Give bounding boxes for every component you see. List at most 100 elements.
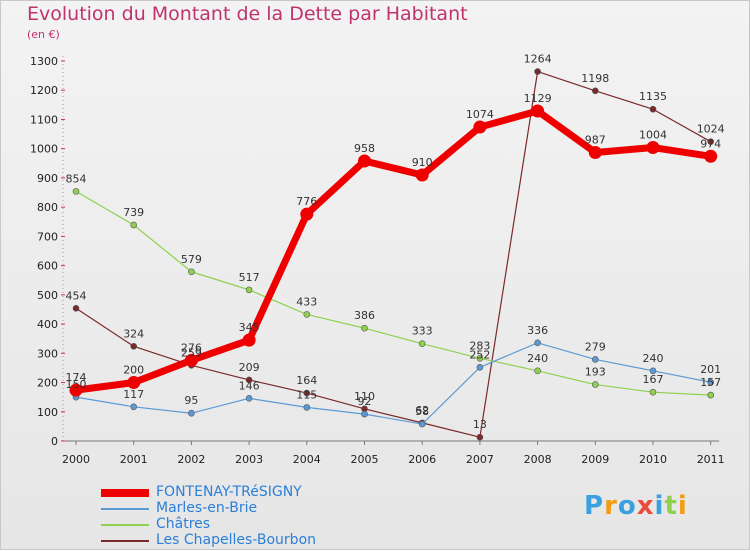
- series-line-1: [75, 342, 712, 425]
- data-label: 336: [527, 324, 548, 337]
- data-point: [358, 154, 371, 168]
- y-tick-label: 500: [37, 289, 58, 302]
- data-label: 1135: [639, 90, 667, 103]
- data-label: 1198: [581, 72, 609, 85]
- data-label: 1024: [697, 123, 725, 136]
- data-point: [130, 342, 137, 350]
- data-point: [707, 391, 715, 399]
- data-label: 854: [66, 172, 87, 185]
- data-point: [476, 433, 484, 441]
- data-label: 517: [239, 271, 260, 284]
- data-label: 209: [239, 361, 260, 374]
- data-point: [130, 221, 137, 229]
- data-point: [591, 356, 599, 363]
- data-point: [188, 409, 195, 417]
- data-point: [534, 367, 541, 375]
- data-label: 174: [66, 371, 87, 384]
- data-point: [130, 403, 137, 411]
- data-point: [418, 420, 426, 428]
- x-tick-label: 2005: [351, 453, 379, 466]
- legend-swatch: [101, 489, 149, 497]
- data-point: [245, 395, 253, 402]
- x-tick-label: 2007: [466, 453, 494, 466]
- data-label: 167: [643, 373, 664, 386]
- data-label: 454: [66, 289, 87, 302]
- data-label: 579: [181, 253, 202, 266]
- data-point: [476, 364, 484, 371]
- legend-label: Châtres: [156, 516, 211, 532]
- logo-letter: x: [636, 491, 655, 521]
- data-label: 739: [123, 206, 144, 219]
- data-point: [245, 376, 253, 384]
- data-label: 974: [700, 137, 721, 150]
- data-label: 324: [123, 327, 144, 340]
- y-tick-label: 300: [37, 347, 58, 360]
- data-point: [704, 149, 718, 163]
- data-label: 157: [700, 376, 721, 389]
- data-label: 987: [585, 133, 606, 146]
- x-tick-label: 2002: [177, 453, 205, 466]
- x-tick-label: 2009: [581, 453, 609, 466]
- data-point: [303, 404, 311, 411]
- legend-swatch: [101, 524, 149, 526]
- data-label: 201: [700, 363, 721, 376]
- logo-letter: o: [617, 491, 637, 521]
- logo-letter: i: [677, 491, 688, 521]
- data-point: [531, 104, 545, 118]
- data-label: 1004: [639, 129, 667, 142]
- legend-label: Les Chapelles-Bourbon: [156, 532, 317, 548]
- data-label: 13: [473, 418, 487, 431]
- y-tick-label: 1200: [30, 84, 58, 97]
- data-point: [649, 367, 657, 375]
- data-label: 259: [181, 346, 202, 359]
- data-point: [707, 138, 715, 145]
- data-point: [72, 304, 80, 312]
- x-tick-label: 2001: [120, 453, 148, 466]
- y-tick-label: 1100: [30, 113, 58, 126]
- data-point: [303, 311, 311, 318]
- x-tick-label: 2008: [524, 453, 552, 466]
- data-point: [72, 188, 80, 195]
- data-point: [534, 339, 541, 347]
- data-point: [184, 353, 198, 367]
- data-point: [476, 354, 484, 362]
- data-point: [188, 268, 195, 276]
- data-point: [707, 378, 715, 386]
- x-tick-label: 2006: [408, 453, 436, 466]
- data-point: [649, 388, 657, 396]
- data-label: 276: [181, 341, 202, 354]
- y-tick-label: 0: [51, 435, 58, 448]
- data-label: 279: [585, 340, 606, 353]
- y-tick-label: 600: [37, 260, 58, 273]
- y-tick-label: 200: [37, 377, 58, 390]
- logo-letter: r: [604, 491, 618, 521]
- data-label: 110: [354, 390, 375, 403]
- y-tick-label: 900: [37, 172, 58, 185]
- data-point: [300, 207, 314, 221]
- data-point: [646, 141, 660, 155]
- y-tick-label: 1300: [30, 55, 58, 68]
- y-tick-label: 700: [37, 230, 58, 243]
- data-label: 333: [412, 325, 433, 338]
- data-point: [69, 383, 83, 397]
- proxiti-logo: Proxiti: [584, 491, 688, 521]
- legend-label: FONTENAY-TRéSIGNY: [156, 484, 302, 500]
- data-label: 193: [585, 366, 606, 379]
- series-line-2: [75, 190, 712, 396]
- series-line-0: [72, 107, 715, 394]
- legend-swatch: [101, 540, 149, 542]
- data-label: 164: [296, 374, 317, 387]
- data-point: [418, 340, 426, 347]
- data-point: [361, 324, 368, 332]
- y-tick-label: 400: [37, 318, 58, 331]
- y-tick-label: 100: [37, 406, 58, 419]
- legend-label: Marles-en-Brie: [156, 500, 258, 516]
- data-label: 1264: [524, 53, 552, 66]
- x-tick-label: 2011: [697, 453, 725, 466]
- data-point: [588, 145, 602, 159]
- series-line-3: [75, 70, 712, 438]
- x-tick-label: 2000: [62, 453, 90, 466]
- data-label: 200: [123, 364, 144, 377]
- data-point: [303, 389, 311, 397]
